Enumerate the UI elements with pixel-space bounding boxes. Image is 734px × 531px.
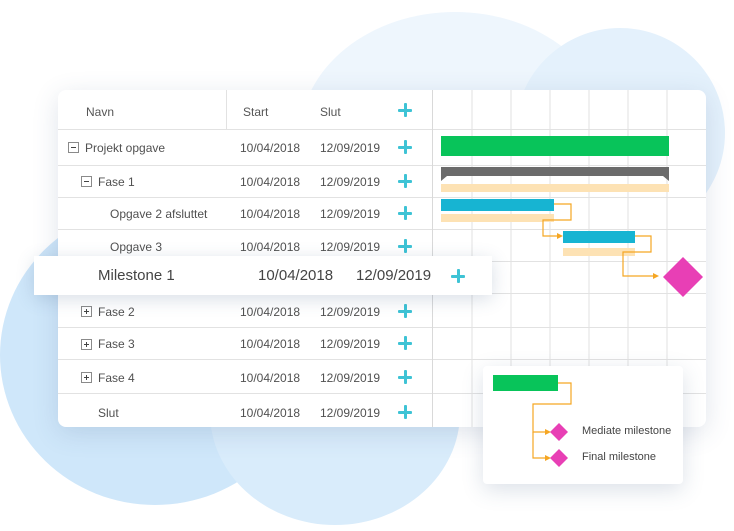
table-row[interactable]: Opgave 2 afsluttet 10/04/2018 12/09/2019 — [58, 198, 432, 230]
add-icon[interactable] — [398, 336, 412, 350]
task-start: 10/04/2018 — [240, 371, 301, 385]
task-start: 10/04/2018 — [240, 406, 301, 420]
dependency-connector — [622, 235, 653, 277]
task-end: 12/09/2019 — [320, 175, 381, 189]
milestone-diamond-icon — [550, 449, 568, 467]
collapse-icon[interactable] — [81, 176, 92, 187]
task-start: 10/04/2018 — [240, 337, 301, 351]
expand-icon[interactable] — [81, 306, 92, 317]
grid-header: Navn Start Slut — [58, 90, 432, 130]
table-row[interactable]: Fase 4 10/04/2018 12/09/2019 — [58, 360, 432, 394]
add-icon[interactable] — [398, 140, 412, 154]
header-start[interactable]: Start — [243, 105, 269, 119]
task-start: 10/04/2018 — [240, 240, 301, 254]
task-start: 10/04/2018 — [240, 141, 301, 155]
task-end: 12/09/2019 — [320, 141, 381, 155]
task-start: 10/04/2018 — [240, 175, 301, 189]
add-icon[interactable] — [398, 304, 412, 318]
legend-label-final: Final milestone — [582, 451, 656, 463]
task-name: Fase 3 — [98, 337, 135, 351]
arrow-head — [653, 273, 659, 279]
expand-icon[interactable] — [81, 339, 92, 350]
legend-task-bar — [493, 375, 558, 391]
add-icon[interactable] — [398, 370, 412, 384]
milestone-diamond-icon — [550, 423, 568, 441]
legend-connector — [532, 432, 545, 459]
timeline-svg — [433, 90, 706, 427]
task-name: Fase 4 — [98, 371, 135, 385]
gantt-timeline — [432, 90, 706, 427]
table-row[interactable]: Fase 3 10/04/2018 12/09/2019 — [58, 328, 432, 360]
add-icon[interactable] — [398, 174, 412, 188]
arrow-head — [545, 455, 551, 461]
header-end[interactable]: Slut — [320, 105, 341, 119]
dependency-connector — [542, 203, 572, 237]
task-end: 12/09/2019 — [320, 240, 381, 254]
task-end: 12/09/2019 — [320, 406, 381, 420]
arrow-head — [545, 429, 551, 435]
task-end: 12/09/2019 — [320, 337, 381, 351]
milestone-diamond-icon[interactable] — [663, 257, 703, 297]
header-name[interactable]: Navn — [86, 105, 115, 119]
milestone-legend: Mediate milestone Final milestone — [483, 366, 683, 484]
arrow-head — [557, 233, 563, 239]
legend-svg — [493, 375, 572, 467]
project-summary-bar[interactable] — [441, 136, 669, 156]
baseline-bar — [441, 214, 554, 222]
table-row[interactable]: Fase 2 10/04/2018 12/09/2019 — [58, 294, 432, 328]
task-name: Opgave 2 afsluttet — [110, 207, 208, 221]
legend-connector — [532, 382, 572, 433]
task-name: Milestone 1 — [98, 267, 175, 284]
add-icon[interactable] — [398, 405, 412, 419]
add-icon[interactable] — [398, 103, 412, 117]
table-row[interactable]: Slut 10/04/2018 12/09/2019 — [58, 394, 432, 427]
collapse-icon[interactable] — [68, 142, 79, 153]
baseline-bar — [563, 248, 635, 256]
task-name: Projekt opgave — [85, 141, 166, 155]
baseline-bar — [441, 184, 669, 192]
task-grid: Navn Start Slut Projekt opgave 10/04/201… — [58, 90, 432, 427]
task-end: 12/09/2019 — [356, 267, 432, 284]
expand-icon[interactable] — [81, 372, 92, 383]
phase-bar[interactable] — [441, 167, 669, 181]
add-icon[interactable] — [451, 269, 465, 283]
task-end: 12/09/2019 — [320, 371, 381, 385]
task-end: 12/09/2019 — [320, 207, 381, 221]
milestone-row-highlighted[interactable]: Milestone 1 10/04/2018 12/09/2019 — [34, 256, 492, 295]
task-bar[interactable] — [441, 199, 554, 211]
task-name: Slut — [98, 406, 119, 420]
table-row[interactable]: Fase 1 10/04/2018 12/09/2019 — [58, 166, 432, 198]
task-name: Opgave 3 — [110, 240, 163, 254]
task-start: 10/04/2018 — [240, 305, 301, 319]
legend-label-mediate: Mediate milestone — [582, 425, 672, 437]
table-row[interactable]: Projekt opgave 10/04/2018 12/09/2019 — [58, 130, 432, 166]
task-end: 12/09/2019 — [320, 305, 381, 319]
task-name: Fase 1 — [98, 175, 135, 189]
column-divider — [226, 90, 227, 129]
task-bar[interactable] — [563, 231, 635, 243]
task-name: Fase 2 — [98, 305, 135, 319]
task-start: 10/04/2018 — [240, 207, 301, 221]
add-icon[interactable] — [398, 239, 412, 253]
add-icon[interactable] — [398, 206, 412, 220]
task-start: 10/04/2018 — [258, 267, 334, 284]
